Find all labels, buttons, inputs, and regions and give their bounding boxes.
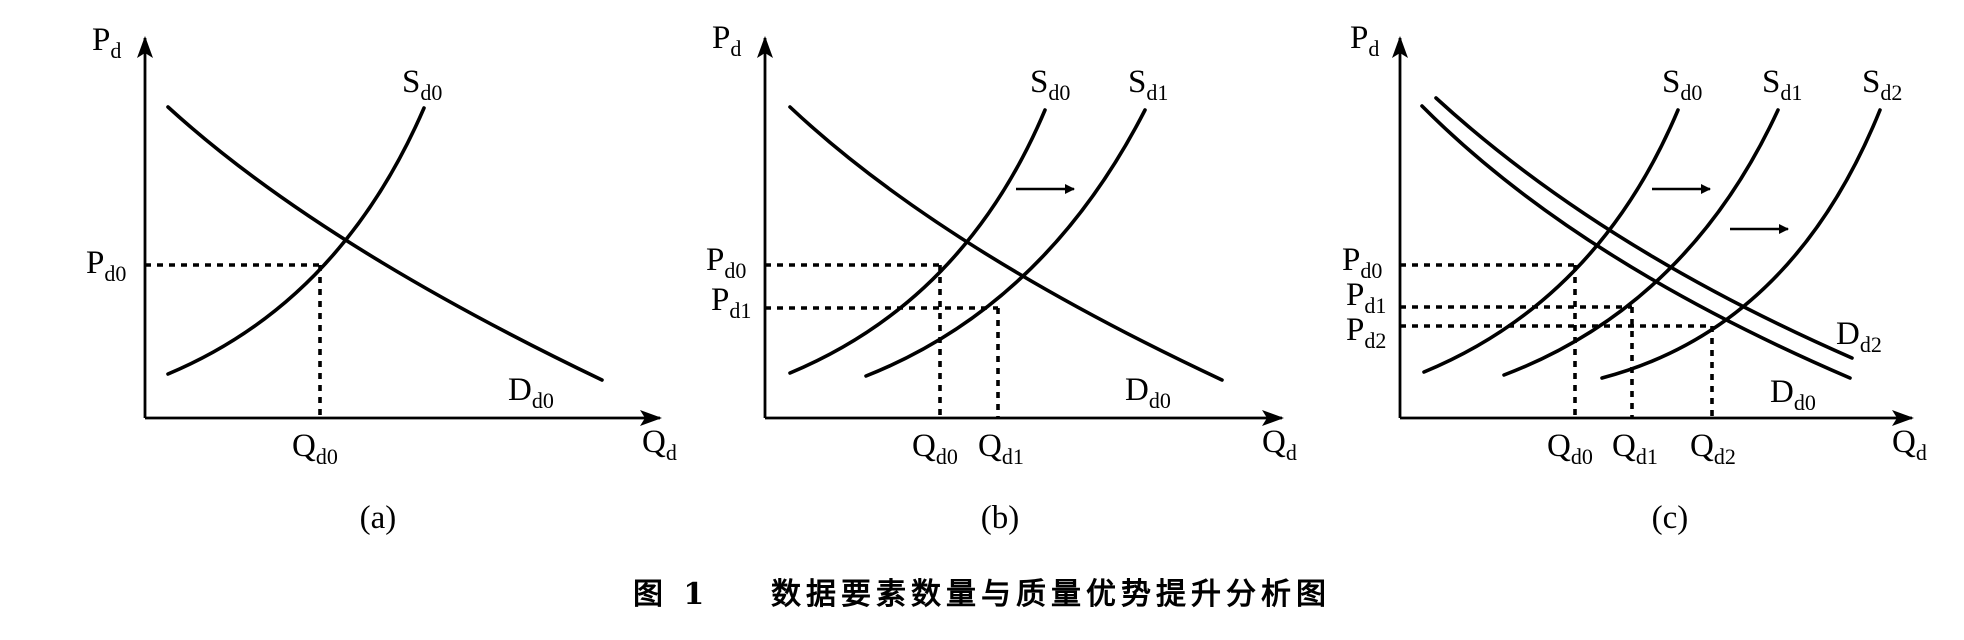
curve-label-d0: Dd0 xyxy=(1125,372,1171,413)
y-axis-label: Pd xyxy=(712,20,741,61)
supply-curve-s0 xyxy=(788,108,1047,375)
price-tick-p1: Pd1 xyxy=(1346,277,1386,318)
supply-curve-s1 xyxy=(1502,108,1780,377)
curve-label-d0: Dd0 xyxy=(508,372,554,413)
figure-caption: 图 1 数据要素数量与质量优势提升分析图 xyxy=(633,577,1331,612)
panel-b: Pd Qd Sd0 Sd1 Dd0 Pd0 Pd1 Qd0 Qd1 (b) xyxy=(706,20,1297,536)
demand-curve-d0 xyxy=(166,105,604,382)
price-tick-p0: Pd0 xyxy=(706,242,746,283)
demand-curve-d0 xyxy=(788,105,1224,382)
y-axis-label: Pd xyxy=(92,22,121,63)
price-tick-p0: Pd0 xyxy=(1342,242,1382,283)
panel-a: Pd Qd Sd0 Dd0 Pd0 Qd0 (a) xyxy=(86,22,677,536)
quantity-tick-q1: Qd1 xyxy=(1612,428,1658,469)
supply-curve-s0 xyxy=(1422,108,1680,374)
curve-label-d0: Dd0 xyxy=(1770,374,1816,415)
price-tick-p0: Pd0 xyxy=(86,245,126,286)
panel-label-b: (b) xyxy=(981,500,1019,536)
x-axis-label: Qd xyxy=(642,424,677,465)
price-tick-p2: Pd2 xyxy=(1346,312,1386,353)
y-axis-label: Pd xyxy=(1350,20,1379,61)
supply-curve-s2 xyxy=(1600,108,1882,380)
quantity-tick-q0: Qd0 xyxy=(292,428,338,469)
quantity-tick-q2: Qd2 xyxy=(1690,428,1736,469)
quantity-tick-q0: Qd0 xyxy=(1547,428,1593,469)
curve-label-s2: Sd2 xyxy=(1862,64,1902,105)
demand-curve-d2 xyxy=(1434,96,1854,360)
curve-label-s0: Sd0 xyxy=(1662,64,1702,105)
supply-curve-s1 xyxy=(864,108,1147,378)
curve-label-s1: Sd1 xyxy=(1762,64,1802,105)
panel-label-c: (c) xyxy=(1652,500,1689,536)
x-axis-label: Qd xyxy=(1262,424,1297,465)
quantity-tick-q0: Qd0 xyxy=(912,428,958,469)
quantity-tick-q1: Qd1 xyxy=(978,428,1024,469)
panel-c: Pd Qd Sd0 Sd1 Sd2 Dd2 Dd0 Pd0 Pd1 Pd2 Qd… xyxy=(1342,20,1927,536)
price-tick-p1: Pd1 xyxy=(711,282,751,323)
supply-curve-s0 xyxy=(166,106,426,376)
curve-label-d2: Dd2 xyxy=(1836,316,1882,357)
x-axis-label: Qd xyxy=(1892,424,1927,465)
demand-curve-d0 xyxy=(1420,104,1852,380)
panel-label-a: (a) xyxy=(360,500,397,536)
curve-label-s0: Sd0 xyxy=(402,64,442,105)
curve-label-s1: Sd1 xyxy=(1128,64,1168,105)
curve-label-s0: Sd0 xyxy=(1030,64,1070,105)
